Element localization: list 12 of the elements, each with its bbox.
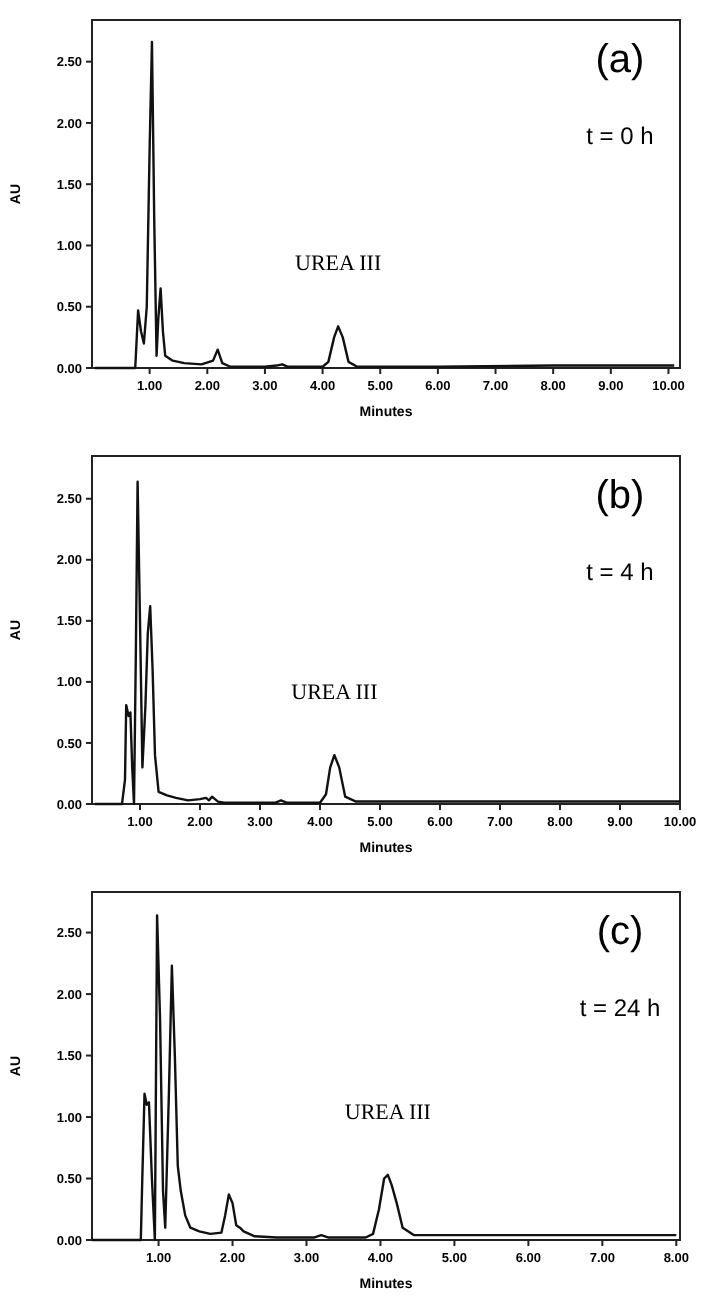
text: t = 0 h	[586, 122, 654, 150]
text: (a)	[595, 38, 645, 82]
annotation: UREA III	[344, 1100, 432, 1125]
annotation: UREA III	[291, 681, 379, 706]
line-series	[93, 480, 682, 806]
chart-title: (b)	[595, 474, 645, 518]
text: t = 4 h	[586, 558, 654, 586]
line-series	[93, 40, 676, 370]
text: t = 24 h	[579, 994, 661, 1022]
text: (c)	[596, 910, 644, 954]
line-series	[90, 914, 678, 1242]
annotation: UREA III	[295, 252, 382, 277]
